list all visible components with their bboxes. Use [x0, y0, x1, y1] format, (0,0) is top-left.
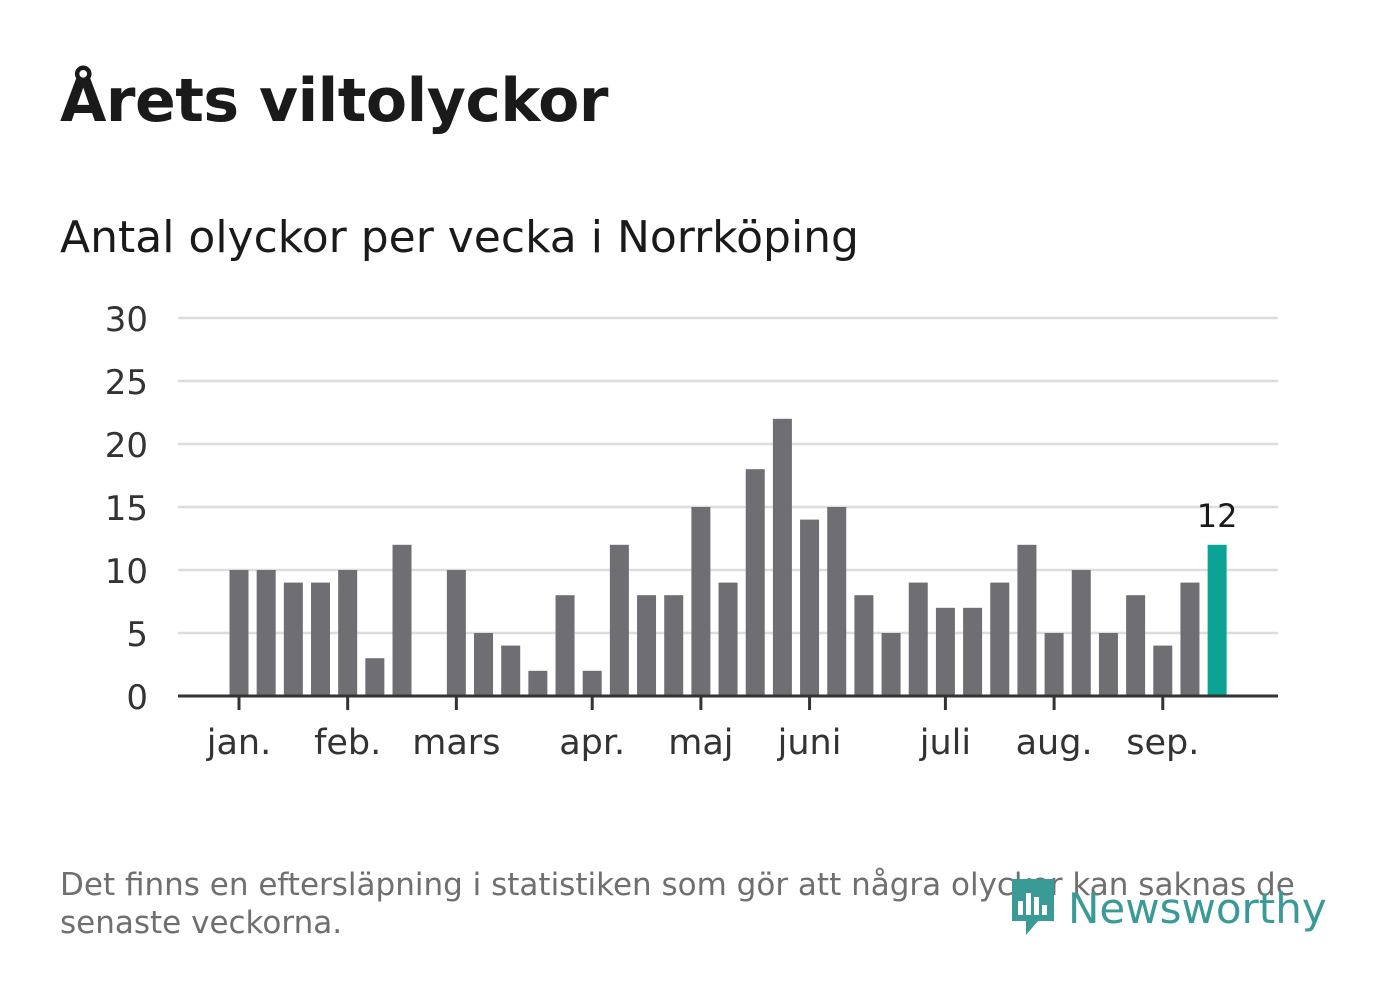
data-labels: 12 — [1197, 497, 1238, 535]
bar — [1180, 582, 1200, 696]
x-tick-label: apr. — [559, 723, 625, 763]
bar — [637, 595, 657, 696]
y-tick-label: 0 — [126, 678, 148, 718]
y-tick-label: 15 — [105, 489, 148, 529]
bar — [365, 658, 385, 696]
bar — [1017, 544, 1037, 696]
bar — [963, 607, 983, 696]
bars — [229, 418, 1227, 696]
bar — [881, 633, 901, 696]
y-tick-label: 20 — [105, 426, 148, 466]
bar — [827, 507, 847, 696]
bar — [555, 595, 575, 696]
bar — [800, 519, 820, 696]
logo-text: Newsworthy — [1068, 883, 1327, 933]
y-tick-label: 5 — [126, 615, 148, 655]
footnote: Det finns en eftersläpning i statistiken… — [60, 867, 1295, 941]
bar — [229, 570, 249, 696]
bar — [474, 633, 494, 696]
y-tick-label: 30 — [105, 300, 148, 340]
bar — [718, 582, 738, 696]
x-tick-label: aug. — [1016, 723, 1093, 763]
bar — [1126, 595, 1146, 696]
x-axis-ticks: jan. feb. mars apr. maj juni juli aug. sep. — [206, 696, 1199, 763]
bar — [908, 582, 928, 696]
bar — [1098, 633, 1118, 696]
bar — [1153, 645, 1173, 696]
bar — [311, 582, 331, 696]
x-tick-label: sep. — [1126, 723, 1199, 763]
bar — [854, 595, 874, 696]
y-axis-ticks: 0 5 10 15 20 25 30 — [105, 300, 148, 718]
bar-chart-pin-icon — [1012, 879, 1054, 935]
x-tick-label: feb. — [314, 723, 381, 763]
bar — [745, 469, 765, 696]
bar — [392, 544, 412, 696]
bar — [446, 570, 466, 696]
highlight-value-label: 12 — [1197, 497, 1238, 535]
chart-subtitle: Antal olyckor per vecka i Norrköping — [60, 212, 859, 263]
bar — [1071, 570, 1091, 696]
x-tick-label: maj — [668, 723, 733, 763]
x-tick-label: mars — [412, 723, 500, 763]
bar — [691, 507, 711, 696]
bar — [990, 582, 1010, 696]
bar — [501, 645, 521, 696]
bar — [256, 570, 276, 696]
bar — [582, 670, 602, 696]
x-tick-label: juni — [777, 723, 842, 763]
newsworthy-logo: Newsworthy — [1008, 872, 1328, 944]
bar — [283, 582, 303, 696]
bar — [1044, 633, 1064, 696]
bar — [338, 570, 358, 696]
bar — [935, 607, 955, 696]
bar — [609, 544, 629, 696]
x-tick-label: juli — [919, 723, 971, 763]
bar — [664, 595, 684, 696]
bar — [528, 670, 548, 696]
y-tick-label: 10 — [105, 552, 148, 592]
bar-highlight — [1207, 544, 1227, 696]
bar — [772, 418, 792, 696]
x-tick-label: jan. — [206, 723, 271, 763]
y-tick-label: 25 — [105, 363, 148, 403]
chart-title: Årets viltolyckor — [60, 66, 609, 136]
